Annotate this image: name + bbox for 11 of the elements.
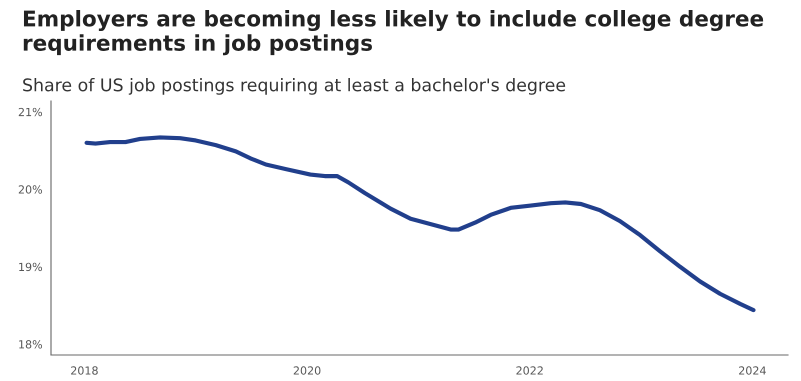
line-series (84, 135, 756, 312)
x-tick-label: 2024 (739, 366, 766, 375)
y-tick-label: 21% (18, 108, 42, 116)
chart-subtitle: Share of US job postings requiring at least a bachelor's degree (23, 78, 566, 95)
y-tick-label: 18% (19, 340, 42, 349)
y-tick-label: 20% (18, 185, 42, 194)
x-tick-label: 2020 (294, 366, 320, 375)
x-tick-label: 2022 (516, 366, 543, 375)
chart-title: Employers are becoming less likely to include college degree requirements in job postings (24, 10, 764, 56)
x-tick-label: 2018 (71, 366, 98, 375)
y-tick-label: 19% (19, 262, 42, 272)
